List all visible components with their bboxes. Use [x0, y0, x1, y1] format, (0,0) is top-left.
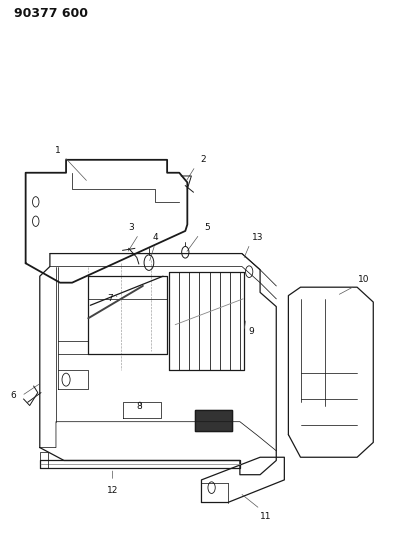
Text: 2: 2	[201, 155, 206, 164]
Text: 7: 7	[108, 294, 114, 303]
Text: 9: 9	[248, 327, 254, 336]
Text: 3: 3	[129, 223, 134, 232]
Polygon shape	[195, 410, 232, 431]
Text: 11: 11	[260, 512, 272, 521]
Text: 6: 6	[11, 391, 16, 400]
Text: 1: 1	[55, 146, 61, 155]
Text: 8: 8	[136, 402, 142, 411]
Text: 4: 4	[152, 233, 158, 242]
Text: 90377 600: 90377 600	[13, 7, 88, 20]
Text: 12: 12	[107, 487, 118, 495]
Text: 10: 10	[358, 275, 370, 284]
Text: 5: 5	[204, 223, 210, 232]
Text: 13: 13	[252, 233, 263, 242]
